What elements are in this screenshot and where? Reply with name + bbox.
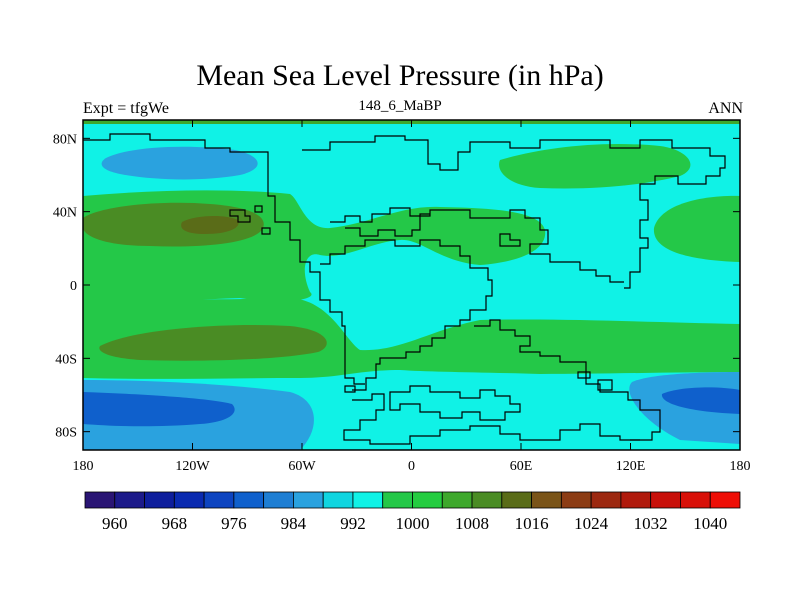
coastline-tethys-strip <box>345 213 430 237</box>
contour-region-east-high <box>653 195 740 262</box>
colorbar-swatch <box>471 491 503 509</box>
colorbar-label: 984 <box>281 514 307 533</box>
colorbar-swatch <box>84 491 116 509</box>
colorbar-swatch <box>620 491 652 509</box>
y-axis: 80N 40N 0 40S 80S <box>53 132 740 441</box>
colorbar-swatch <box>233 491 265 509</box>
colorbar-swatch <box>293 491 324 509</box>
coastline-antarctica-inner <box>389 385 521 421</box>
coastline-north-america <box>83 133 365 385</box>
colorbar-swatch <box>203 491 235 509</box>
coastline-india-australia <box>474 319 661 441</box>
colorbar-swatch <box>680 491 711 509</box>
y-tick-label: 80N <box>53 132 77 147</box>
chart-title: Mean Sea Level Pressure (in hPa) <box>196 59 604 92</box>
coastline-europe-asia-south <box>330 207 624 283</box>
colorbar-swatch <box>501 491 532 509</box>
colorbar-label: 992 <box>340 514 366 533</box>
colorbar-label: 1008 <box>455 514 489 533</box>
coastline-small-islands <box>229 205 521 247</box>
colorbar-label: 968 <box>162 514 188 533</box>
coastline-africa-south-america <box>320 239 493 391</box>
colorbar-swatch <box>650 491 681 509</box>
period-label: 148_6_MaBP <box>358 98 442 114</box>
colorbar-label: 1040 <box>693 514 727 533</box>
colorbar-swatch <box>412 491 443 509</box>
contour-region-arctic-green <box>499 143 691 189</box>
colorbar-swatch <box>441 491 473 509</box>
x-tick-label: 180 <box>730 459 751 474</box>
colorbar-label: 1024 <box>574 514 609 533</box>
y-tick-label: 80S <box>55 426 77 441</box>
x-axis: 180 120W 60W 0 60E 120E 180 <box>73 120 751 474</box>
colorbar-swatch <box>114 491 145 509</box>
x-tick-label: 60E <box>510 459 533 474</box>
colorbar: 960 968 976 984 992 1000 1008 1016 1024 1032 1040 <box>84 491 741 533</box>
colorbar-swatch <box>590 491 622 509</box>
colorbar-swatch <box>709 491 741 509</box>
y-tick-label: 40S <box>55 352 77 367</box>
experiment-label: Expt = tfgWe <box>83 100 169 117</box>
colorbar-swatch <box>382 491 413 509</box>
y-tick-label: 0 <box>70 279 77 294</box>
continent-outlines <box>83 133 726 445</box>
contour-region-southern-ocean-low-east <box>661 387 740 414</box>
colorbar-swatch <box>352 491 384 509</box>
colorbar-swatch <box>263 491 294 509</box>
colorbar-label: 1016 <box>515 514 549 533</box>
x-tick-label: 0 <box>408 459 415 474</box>
colorbar-swatch <box>531 491 562 509</box>
colorbar-label: 976 <box>221 514 247 533</box>
contour-region-north-atlantic-low <box>101 146 258 180</box>
y-tick-label: 40N <box>53 206 77 221</box>
contour-fill-group <box>83 120 740 450</box>
coastline-small-south <box>344 371 613 393</box>
x-tick-label: 180 <box>73 459 94 474</box>
colorbar-swatch <box>144 491 175 509</box>
colorbar-swatch <box>322 491 354 509</box>
x-tick-label: 120W <box>175 459 210 474</box>
contour-region-south-pacific-high <box>99 324 327 361</box>
contour-region-southern-ocean-low-west <box>83 392 235 427</box>
colorbar-label: 1000 <box>396 514 430 533</box>
colorbar-label: 1032 <box>634 514 668 533</box>
x-tick-label: 120E <box>616 459 646 474</box>
colorbar-swatch <box>173 491 205 509</box>
coastline-greenland-laurasia <box>302 135 726 289</box>
x-tick-label: 60W <box>288 459 316 474</box>
contour-region-north-pacific-high-core <box>181 216 239 234</box>
colorbar-swatch <box>560 491 592 509</box>
contour-region-north-pacific-high <box>83 202 264 247</box>
season-label: ANN <box>708 100 743 117</box>
colorbar-label: 960 <box>102 514 128 533</box>
coastline-antarctica <box>343 393 640 445</box>
